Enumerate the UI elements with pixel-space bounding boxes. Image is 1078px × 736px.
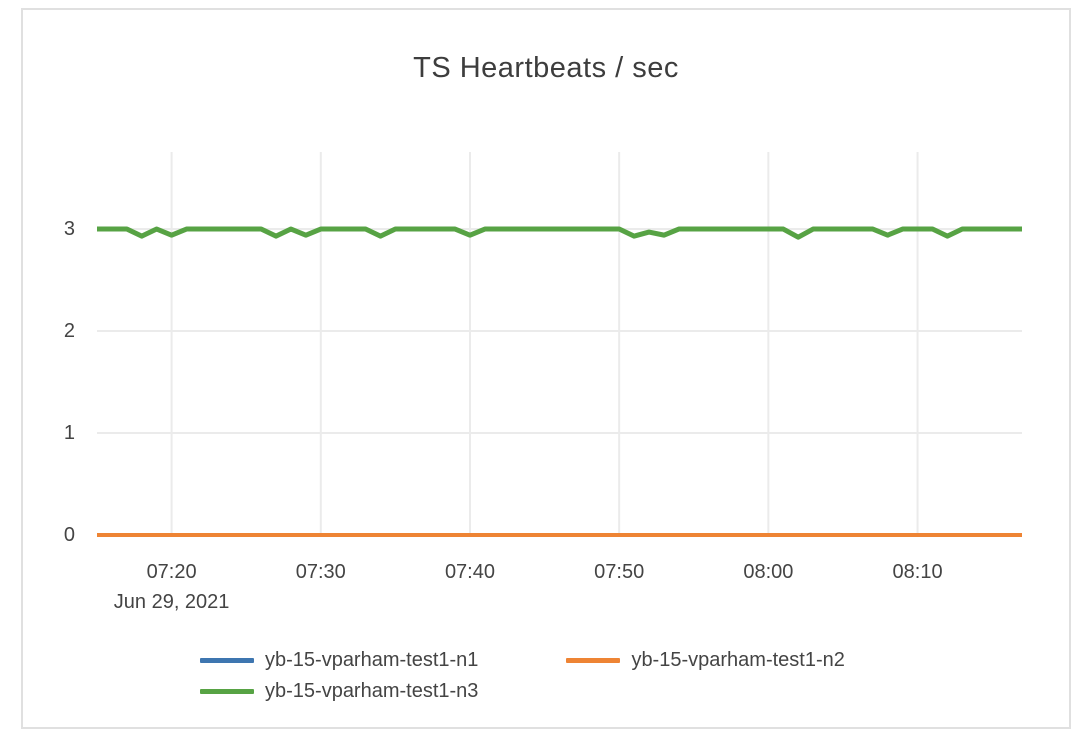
series-n1-swatch-icon [200, 657, 254, 663]
series-n2-swatch-icon [566, 657, 621, 663]
legend: yb-15-vparham-test1-n1 yb-15-vparham-tes… [200, 648, 845, 703]
plot-area[interactable] [23, 10, 1069, 727]
legend-item-n3[interactable]: yb-15-vparham-test1-n3 [200, 679, 478, 703]
x-tick-label: 07:30 [295, 561, 346, 583]
x-tick-label: 07:50 [594, 561, 645, 583]
y-tick-label: 0 [63, 524, 75, 546]
y-tick-label: 1 [63, 422, 75, 444]
legend-label-n3: yb-15-vparham-test1-n3 [265, 680, 479, 702]
x-tick-label: 08:10 [892, 561, 943, 583]
y-tick-label: 3 [63, 218, 75, 240]
chart-title: TS Heartbeats / sec [413, 52, 679, 84]
chart-card: TS Heartbeats / sec 0 1 2 3 07:20 07:30 07:40… [21, 8, 1071, 729]
legend-row-2: yb-15-vparham-test1-n3 [200, 679, 845, 703]
x-tick-label: 08:00 [743, 561, 794, 583]
series-line-yb-15-vparham-test1-n3[interactable] [97, 226, 1022, 240]
series-n3-swatch-icon [200, 688, 254, 694]
y-tick-label: 2 [63, 320, 75, 342]
x-tick-label: 07:40 [444, 561, 495, 583]
x-axis-date-label: Jun 29, 2021 [113, 591, 230, 613]
legend-item-n2[interactable]: yb-15-vparham-test1-n2 [566, 648, 845, 672]
legend-item-n1[interactable]: yb-15-vparham-test1-n1 [200, 648, 478, 672]
legend-label-n1: yb-15-vparham-test1-n1 [265, 649, 479, 671]
x-tick-label: 07:20 [146, 561, 197, 583]
legend-label-n2: yb-15-vparham-test1-n2 [631, 649, 845, 671]
legend-row-1: yb-15-vparham-test1-n1 yb-15-vparham-tes… [200, 648, 845, 672]
